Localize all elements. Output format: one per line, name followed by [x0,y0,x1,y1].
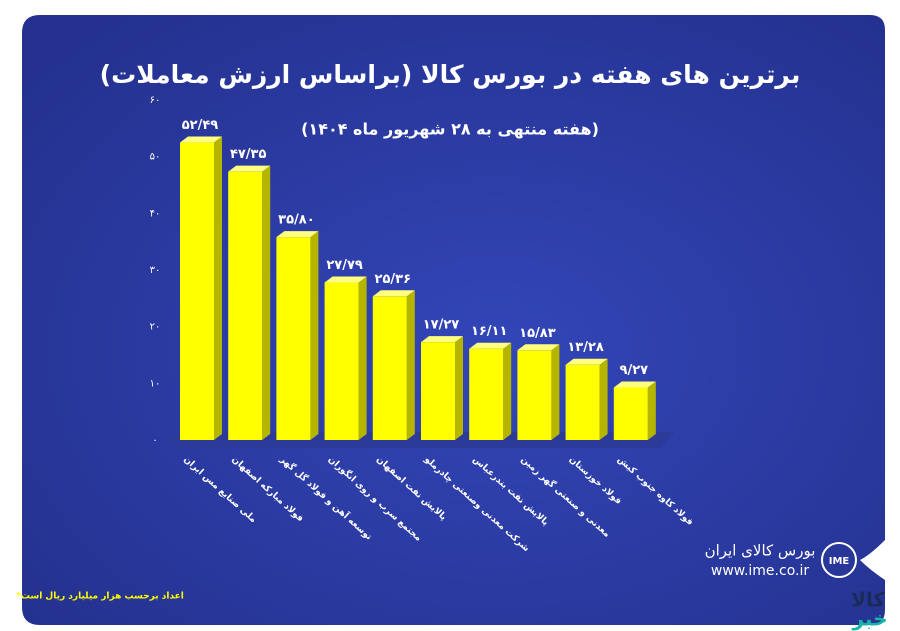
value-label: ۳۵/۸۰ [278,213,315,228]
bar-side [358,276,367,440]
y-tick-label: ۰ [152,435,157,446]
bar-side [310,231,319,440]
value-label: ۲۷/۷۹ [326,258,363,273]
chart-subtitle: (هفته منتهی به ۲۸ شهریور ماه ۱۴۰۴) [301,120,599,139]
footnote: *اعداد برحسب هزار میلیارد ریال است [16,592,184,602]
bar [324,282,359,440]
value-label: ۹/۲۷ [620,363,649,378]
bar-side [647,381,656,440]
bar [228,171,263,440]
bar [276,237,311,440]
bar-side [455,336,463,440]
value-label: ۱۵/۸۳ [519,326,556,341]
watermark-top: کالا [851,588,885,612]
bar-top [517,344,560,351]
bar [421,342,455,440]
bar [180,142,214,440]
bar-side [599,358,608,440]
bar [613,387,648,440]
logo: IME [829,556,850,567]
bar-side [503,342,512,440]
value-label: ۱۶/۱۱ [471,324,508,339]
bar-side [406,290,415,440]
bar-top [180,136,222,143]
y-tick-label: ۱۰ [150,378,161,389]
bar-top [565,358,608,365]
y-tick-label: ۶۰ [150,95,161,106]
watermark-bottom: خبر [851,607,887,631]
bar-side [262,165,271,440]
logo-ring [821,542,857,578]
chart-title: برترین های هفته در بورس کالا (براساس ارز… [100,60,801,90]
bar [517,350,552,440]
bar-side [551,344,560,440]
value-label: ۱۳/۲۸ [567,340,604,355]
value-label: ۲۵/۳۶ [375,272,412,287]
bar-top [276,231,319,238]
value-label: ۱۷/۲۷ [423,318,460,333]
value-label: ۵۲/۴۹ [182,118,219,133]
bar-top [372,290,415,297]
y-tick-label: ۲۰ [150,322,161,333]
brand-url: www.ime.co.ir [711,563,809,579]
bar-top [421,336,463,343]
bar-side [214,136,222,440]
bar-top [613,381,656,388]
y-tick-label: ۴۰ [150,208,161,219]
bar-top [228,165,271,172]
y-tick-label: ۵۰ [150,152,161,163]
bar [372,296,407,440]
value-label: ۴۷/۳۵ [230,147,267,162]
bar-top [324,276,367,283]
bar-top [469,342,512,349]
bar [469,348,504,440]
y-tick-label: ۳۰ [150,265,161,276]
brand-name: بورس کالای ایران [705,542,816,560]
bar [565,364,600,440]
